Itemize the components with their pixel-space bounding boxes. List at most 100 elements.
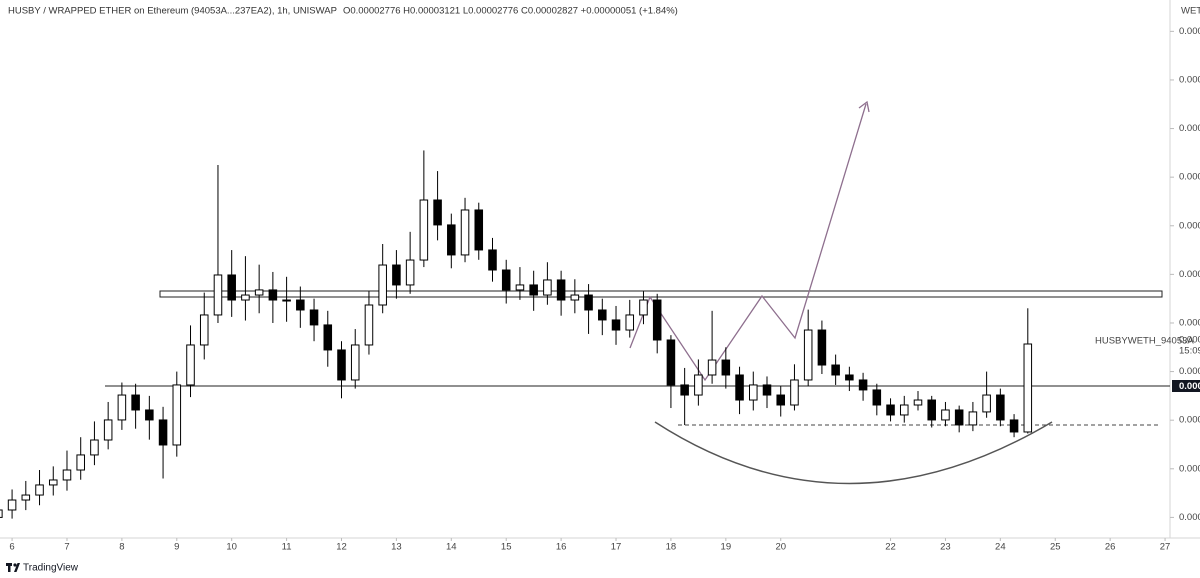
candle-body [1009, 419, 1019, 433]
candle-body [460, 209, 470, 256]
candle-body [886, 404, 895, 416]
candle-body [707, 359, 717, 376]
x-tick-label: 23 [940, 542, 951, 553]
candle-body [21, 494, 31, 501]
x-tick-label: 15 [501, 542, 512, 553]
candle-body [323, 324, 333, 351]
candle-body [7, 499, 17, 511]
candle-body [941, 409, 950, 421]
candle-body [282, 299, 291, 302]
x-tick-label: 27 [1160, 542, 1171, 553]
candle-body [186, 344, 195, 386]
candle-body [735, 374, 744, 401]
x-tick-label: 26 [1105, 542, 1116, 553]
x-tick-label: 24 [995, 542, 1006, 553]
y-tick-label: 0.0000 [1179, 463, 1200, 474]
candle-body [337, 349, 346, 381]
candle-body [172, 384, 182, 446]
x-tick-label: 8 [119, 542, 124, 553]
x-tick-label: 25 [1050, 542, 1061, 553]
candle-body [350, 344, 360, 381]
candle-body [76, 454, 85, 471]
candle-body [982, 394, 991, 413]
x-tick-label: 14 [446, 542, 457, 553]
candle-body [515, 284, 525, 291]
currency-label: WETH [1181, 6, 1200, 17]
x-tick-label: 19 [721, 542, 732, 553]
y-tick-label: 0.0000 [1179, 415, 1200, 426]
candle-body [749, 384, 758, 401]
x-tick-label: 7 [64, 542, 69, 553]
candle-body [954, 409, 964, 426]
candle-body [858, 379, 868, 391]
candle-body [817, 329, 827, 366]
symbol-label: HUSBYWETH_94053A [1095, 336, 1194, 347]
candle-body [48, 479, 58, 486]
candles [0, 150, 1033, 519]
candle-body [103, 419, 113, 441]
candle-body [241, 294, 250, 301]
candle-body [0, 509, 3, 518]
candle-body [652, 299, 662, 341]
candle-body [598, 309, 607, 321]
countdown-label: 15:09 [1179, 346, 1200, 357]
x-tick-label: 12 [336, 542, 347, 553]
x-tick-label: 22 [885, 542, 896, 553]
candle-body [529, 284, 538, 296]
candle-body [117, 394, 127, 421]
candle-body [433, 199, 442, 226]
candle-body [803, 329, 813, 381]
x-tick-label: 10 [226, 542, 237, 553]
candle-body [90, 439, 99, 456]
candle-body [625, 314, 635, 331]
candle-body [405, 259, 415, 286]
candle-body [845, 374, 854, 381]
candle-body [570, 294, 580, 301]
candle-body [35, 484, 44, 496]
candle-body [364, 304, 374, 346]
candle-body [543, 279, 552, 296]
candle-body [927, 399, 936, 421]
chart-title: HUSBY / WRAPPED ETHER on Ethereum (94053… [8, 6, 337, 17]
x-tick-label: 18 [666, 542, 677, 553]
candle-body [378, 264, 387, 306]
candle-body [227, 274, 236, 301]
brand-logo [6, 563, 20, 572]
candle-body [694, 374, 703, 396]
last-price-label: 0.0000 [1179, 335, 1200, 346]
candle-body [309, 309, 319, 326]
x-tick-label: 20 [775, 542, 786, 553]
candle-body [831, 364, 840, 376]
y-tick-label: 0.0000 [1179, 366, 1200, 377]
candle-body [254, 289, 264, 296]
x-tick-label: 11 [282, 542, 292, 553]
candle-body [680, 384, 689, 396]
candle-body [392, 264, 401, 286]
candle-body [1023, 343, 1033, 433]
candle-body [790, 379, 799, 406]
y-tick-label: 0.0000 [1179, 269, 1200, 280]
candle-body [584, 294, 593, 311]
candle-body [447, 224, 456, 256]
level-label-bg [1172, 380, 1200, 392]
candle-body [776, 394, 786, 406]
candle-body [872, 389, 882, 406]
candle-body [611, 319, 621, 331]
y-tick-label: 0.0000 [1179, 317, 1200, 328]
brand-name: TradingView [23, 563, 79, 574]
rounding-bottom-arc [654, 421, 1053, 485]
y-tick-label: 0.0000 [1179, 123, 1200, 134]
candle-body [419, 199, 429, 261]
logo-part [14, 563, 20, 572]
candle-body [913, 399, 923, 406]
candle-body [899, 404, 909, 416]
y-tick-label: 0.0000 [1179, 74, 1200, 85]
candle-body [158, 419, 168, 446]
level-label: 0.0000 [1179, 381, 1200, 392]
y-tick-label: 0.0000 [1179, 26, 1200, 37]
x-tick-label: 6 [9, 542, 14, 553]
y-tick-label: 0.0000 [1179, 220, 1200, 231]
